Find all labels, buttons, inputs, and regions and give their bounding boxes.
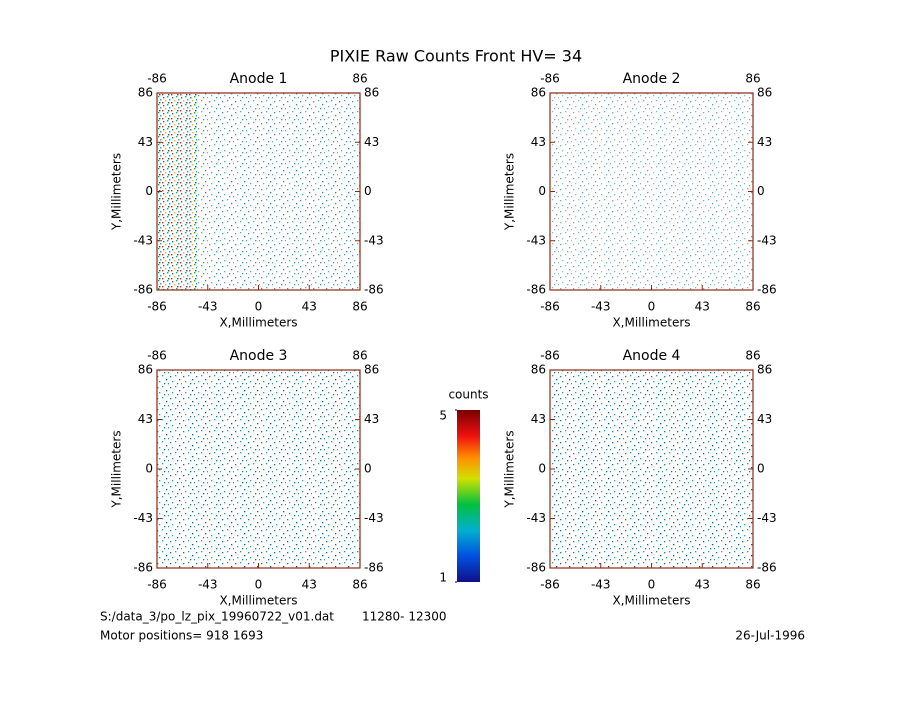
y2-tick-label: -43 [364, 233, 384, 247]
x-axis-label: X,Millimeters [612, 316, 690, 330]
y2-tick-label: 0 [757, 462, 765, 476]
y-tick-label: 86 [138, 363, 153, 377]
x-tick-label: -86 [540, 300, 560, 314]
x2-tick-label: 86 [352, 72, 367, 86]
x-tick-label: -43 [591, 578, 611, 592]
texture [197, 93, 360, 290]
y2-tick-label: 0 [364, 184, 372, 198]
x-tick-label: 86 [745, 578, 760, 592]
panel-title: Anode 3 [230, 348, 288, 364]
x-tick-label: 43 [695, 578, 710, 592]
colorbar-label: counts [448, 388, 488, 402]
y2-tick-label: 43 [364, 135, 379, 149]
x2-tick-label: -86 [540, 349, 560, 363]
panel-title: Anode 4 [623, 348, 681, 364]
x-tick-label: -43 [198, 578, 218, 592]
x-tick-label: 43 [302, 300, 317, 314]
x2-tick-label: -86 [540, 72, 560, 86]
colorbar [457, 410, 480, 582]
texture [550, 93, 753, 290]
texture [157, 93, 197, 290]
colorbar-tick-label: 1 [439, 571, 447, 585]
x2-tick-label: 86 [745, 72, 760, 86]
y2-tick-label: -86 [757, 283, 777, 297]
panel-title: Anode 1 [230, 71, 288, 87]
y2-tick-label: -43 [364, 511, 384, 525]
y-tick-label: -43 [526, 233, 546, 247]
y-axis-label: Y,Millimeters [503, 430, 517, 508]
y2-tick-label: -43 [757, 511, 777, 525]
x-tick-label: 86 [352, 578, 367, 592]
y-tick-label: -43 [133, 511, 153, 525]
y-tick-label: 86 [531, 363, 546, 377]
y2-tick-label: 43 [757, 412, 772, 426]
x-tick-label: -86 [147, 578, 167, 592]
x2-tick-label: 86 [352, 349, 367, 363]
x-tick-label: 0 [648, 300, 656, 314]
x2-tick-label: 86 [745, 349, 760, 363]
y-tick-label: -86 [133, 561, 153, 575]
panel-title: Anode 2 [623, 71, 681, 87]
y-tick-label: 0 [145, 462, 153, 476]
page-title: PIXIE Raw Counts Front HV= 34 [330, 47, 582, 66]
x-tick-label: 43 [695, 300, 710, 314]
y2-tick-label: 86 [757, 86, 772, 100]
y-tick-label: -43 [133, 233, 153, 247]
x-axis-label: X,Millimeters [219, 316, 297, 330]
date: 26-Jul-1996 [735, 629, 805, 643]
texture [157, 370, 360, 568]
y-tick-label: 43 [531, 135, 546, 149]
y-tick-label: 0 [538, 462, 546, 476]
file-name: S:/data_3/po_lz_pix_19960722_v01.dat [100, 610, 334, 624]
x-tick-label: -43 [591, 300, 611, 314]
x-tick-label: 0 [255, 578, 263, 592]
y-tick-label: 86 [531, 86, 546, 100]
x2-tick-label: -86 [147, 72, 167, 86]
y-tick-label: 86 [138, 86, 153, 100]
x-tick-label: -86 [147, 300, 167, 314]
y-tick-label: 43 [531, 412, 546, 426]
y-axis-label: Y,Millimeters [503, 153, 517, 231]
y-axis-label: Y,Millimeters [110, 430, 124, 508]
x-tick-label: 86 [352, 300, 367, 314]
colorbar-tick-label: 5 [439, 409, 447, 423]
y2-tick-label: 0 [757, 184, 765, 198]
x-tick-label: 43 [302, 578, 317, 592]
record-range: 11280- 12300 [362, 610, 447, 624]
y-tick-label: 43 [138, 135, 153, 149]
x-tick-label: 0 [648, 578, 656, 592]
y-tick-label: -43 [526, 511, 546, 525]
y2-tick-label: -86 [364, 561, 384, 575]
x-tick-label: -86 [540, 578, 560, 592]
y-tick-label: 0 [145, 184, 153, 198]
y2-tick-label: 86 [364, 86, 379, 100]
x-tick-label: -43 [198, 300, 218, 314]
y2-tick-label: 86 [757, 363, 772, 377]
y-tick-label: 0 [538, 184, 546, 198]
x-tick-label: 86 [745, 300, 760, 314]
motor-positions: Motor positions= 918 1693 [100, 629, 263, 643]
y2-tick-label: -86 [757, 561, 777, 575]
x-axis-label: X,Millimeters [219, 594, 297, 608]
x2-tick-label: -86 [147, 349, 167, 363]
y2-tick-label: 43 [757, 135, 772, 149]
x-tick-label: 0 [255, 300, 263, 314]
y2-tick-label: -43 [757, 233, 777, 247]
x-axis-label: X,Millimeters [612, 594, 690, 608]
y2-tick-label: -86 [364, 283, 384, 297]
y-tick-label: -86 [526, 283, 546, 297]
texture [550, 370, 753, 568]
y2-tick-label: 43 [364, 412, 379, 426]
y-tick-label: 43 [138, 412, 153, 426]
y2-tick-label: 86 [364, 363, 379, 377]
y-tick-label: -86 [526, 561, 546, 575]
y-axis-label: Y,Millimeters [110, 153, 124, 231]
y2-tick-label: 0 [364, 462, 372, 476]
y-tick-label: -86 [133, 283, 153, 297]
